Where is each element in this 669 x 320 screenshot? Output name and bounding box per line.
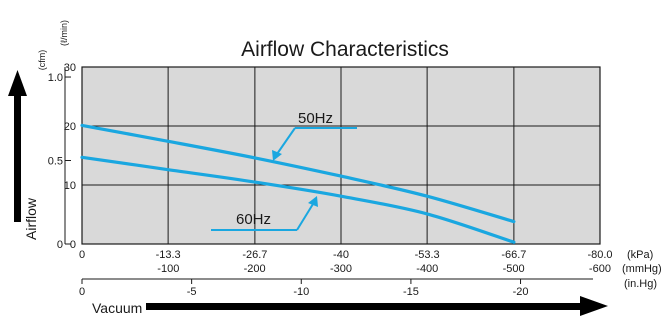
x-tick-label-inhg: -10 — [293, 286, 309, 298]
y-tick-label: 10 — [64, 180, 76, 192]
x-tick-label-mmhg: -300 — [330, 263, 352, 275]
plot-area: Airflow Characteristics 30 20 10 0 1.0 0.5 0 (cf… — [8, 20, 662, 316]
x-tick-label-inhg: -20 — [513, 286, 529, 298]
series-label-60hz: 60Hz — [236, 211, 271, 228]
y-tick-label: 0 — [70, 239, 76, 251]
x-tick-label-kpa: -26.7 — [242, 249, 267, 261]
y-axis-arrow-shaft — [14, 92, 21, 222]
x-tick-label-kpa: 0 — [79, 249, 85, 261]
x-axis-label: Vacuum — [92, 300, 142, 316]
x-tick-label-kpa: -13.3 — [156, 249, 181, 261]
x-tick-label-inhg: -15 — [403, 286, 419, 298]
series-label-50hz: 50Hz — [298, 110, 333, 127]
y-axis-arrow-head — [8, 70, 27, 96]
x-tick-label-mmhg: -400 — [416, 263, 438, 275]
x-tick-label-kpa: -66.7 — [501, 249, 526, 261]
x-axis-arrow-head — [580, 296, 608, 316]
x-tick-label-inhg: -5 — [187, 286, 197, 298]
y-secondary-tick-label: 0.5 — [48, 156, 63, 168]
x-tick-label-kpa: -53.3 — [415, 249, 440, 261]
x-tick-label-mmhg: -600 — [589, 263, 611, 275]
chart-title: Airflow Characteristics — [241, 38, 449, 61]
x-unit-label-mmhg: (mmHg) — [622, 263, 662, 275]
x-unit-label-kpa: (kPa) — [627, 249, 653, 261]
series-leader-arrow-60hz — [308, 196, 318, 207]
x-tick-label-mmhg: -200 — [244, 263, 266, 275]
x-tick-label-mmhg: -500 — [503, 263, 525, 275]
y-secondary-unit-label: (cfm) — [37, 50, 47, 71]
x-tick-label-inhg: 0 — [79, 286, 85, 298]
y-primary-unit-label: (ℓ/min) — [59, 20, 69, 46]
y-secondary-tick-label: 1.0 — [48, 72, 63, 84]
series-line-60hz — [80, 155, 516, 244]
y-tick-label: 20 — [64, 121, 76, 133]
y-secondary-tick-label: 0 — [57, 239, 63, 251]
x-tick-label-kpa: -80.0 — [587, 249, 612, 261]
series-leader-50hz — [276, 127, 296, 155]
x-tick-label-mmhg: -100 — [157, 263, 179, 275]
x-tick-label-kpa: -40 — [333, 249, 349, 261]
x-axis-arrow-shaft — [146, 303, 586, 310]
plot-frame — [81, 66, 601, 245]
series-leader-60hz — [296, 203, 314, 231]
y-axis-label: Airflow — [23, 197, 39, 240]
series-line-50hz — [80, 123, 516, 224]
y-tick-label: 30 — [64, 62, 76, 74]
series-leader-arrow-50hz — [272, 150, 282, 161]
chart-marks: 50Hz 60Hz — [80, 110, 516, 244]
x-unit-label-inhg: (in.Hg) — [624, 278, 657, 290]
